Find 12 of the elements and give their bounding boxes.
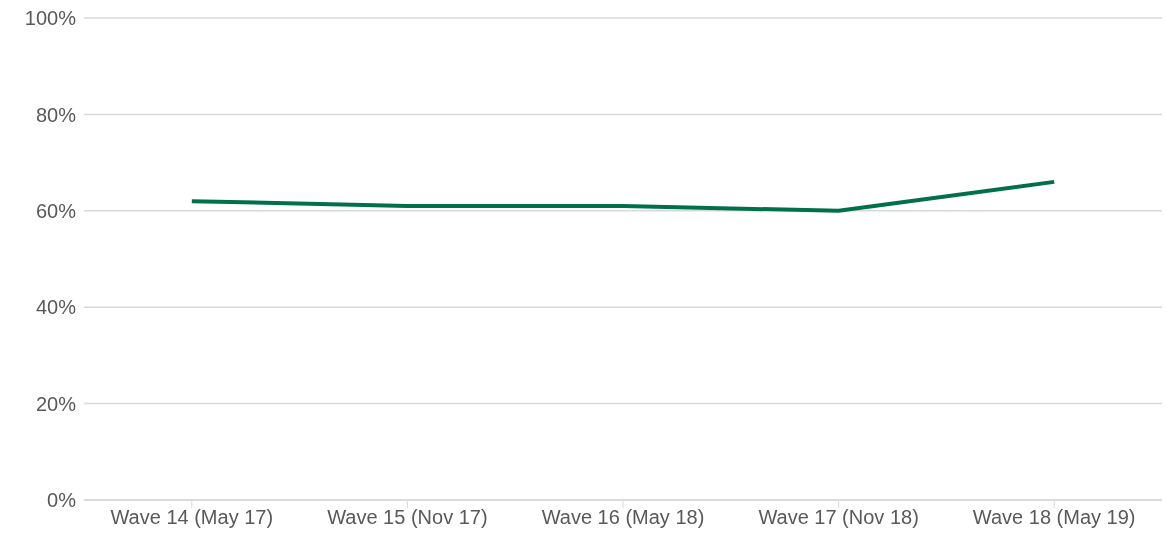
y-tick-label: 40% — [35, 296, 77, 319]
x-tick-label: Wave 17 (Nov 18) — [758, 506, 919, 529]
x-tick-label: Wave 15 (Nov 17) — [327, 506, 488, 529]
y-tick-label: 20% — [35, 392, 77, 415]
y-tick-label: 0% — [47, 489, 77, 512]
x-tick-label: Wave 16 (May 18) — [541, 506, 705, 529]
line-series — [189, 179, 1057, 213]
y-tick-label: 60% — [35, 199, 77, 222]
x-tick-label: Wave 14 (May 17) — [110, 506, 274, 529]
y-tick-label: 100% — [24, 7, 77, 30]
y-tick-label: 80% — [35, 103, 77, 126]
x-tick-label: Wave 18 (May 19) — [972, 506, 1136, 529]
